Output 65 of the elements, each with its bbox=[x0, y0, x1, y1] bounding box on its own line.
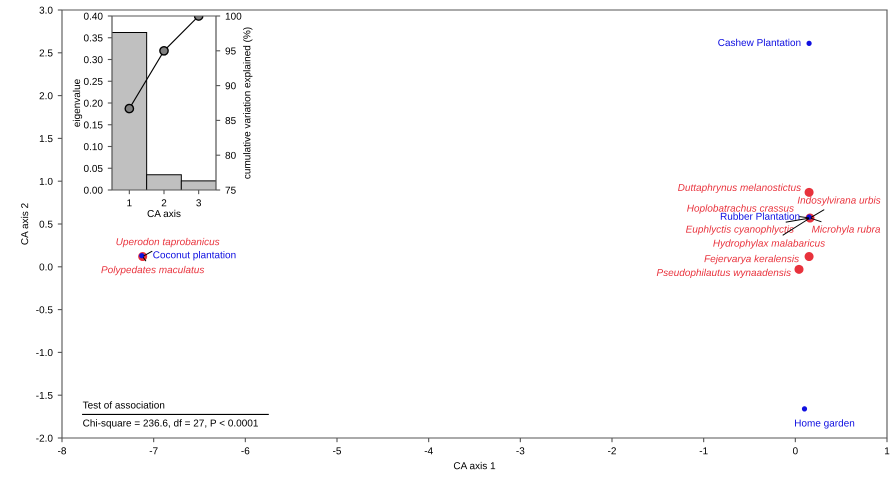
x-tick-label: -8 bbox=[58, 447, 66, 454]
y-tick-label: 0.0 bbox=[39, 263, 53, 271]
y-tick-label: -0.5 bbox=[36, 306, 53, 314]
y-tick-label: 1.0 bbox=[40, 178, 53, 185]
y-tick-label: 3.0 bbox=[39, 6, 53, 14]
annotation: Fejervarya keralensis bbox=[704, 254, 799, 264]
point bbox=[794, 264, 804, 274]
annotation: Uperodon taprobanicus bbox=[116, 238, 220, 248]
point bbox=[159, 46, 169, 56]
y-tick-label: 0.5 bbox=[39, 220, 53, 228]
y-tick-label: 0.40 bbox=[84, 12, 103, 20]
y2-tick-label: 80 bbox=[225, 152, 236, 159]
y-tick-label: 0.15 bbox=[84, 121, 103, 128]
x-tick-label: 3 bbox=[196, 199, 202, 206]
x-axis-title: CA axis bbox=[148, 210, 181, 218]
annotation: Test of association bbox=[82, 401, 164, 409]
y-tick-label: 2.0 bbox=[40, 92, 53, 100]
y-tick-label: -1.5 bbox=[36, 392, 53, 399]
point bbox=[806, 40, 812, 46]
y-axis-title: eigenvalue bbox=[72, 79, 82, 127]
x-axis-title: CA axis 1 bbox=[454, 462, 496, 470]
x-tick-label: -2 bbox=[608, 447, 616, 454]
annotation: Duttaphrynus melanostictus bbox=[678, 184, 801, 193]
annotation: Polypedates maculatus bbox=[101, 266, 204, 276]
x-tick-label: 1 bbox=[884, 447, 890, 454]
point bbox=[804, 252, 814, 262]
point bbox=[802, 406, 808, 412]
y2-tick-label: 85 bbox=[225, 117, 236, 124]
y-tick-label: -2.0 bbox=[36, 434, 53, 442]
y2-tick-label: 90 bbox=[225, 82, 236, 90]
annotation: Microhyla rubra bbox=[812, 225, 880, 235]
y-tick-label: 0.35 bbox=[84, 34, 103, 42]
y-tick-label: 0.10 bbox=[84, 143, 103, 150]
y-tick-label: 2.5 bbox=[40, 49, 53, 57]
point bbox=[124, 104, 134, 114]
y-axis-title: CA axis 2 bbox=[20, 203, 28, 245]
annotation: Pseudophilautus wynaadensis bbox=[656, 268, 791, 278]
annotation: Rubber Plantation bbox=[720, 212, 800, 220]
annotation: Home garden bbox=[795, 419, 854, 429]
x-tick-label: -4 bbox=[424, 447, 433, 454]
y2-tick-label: 100 bbox=[226, 12, 242, 20]
y-tick-label: 0.30 bbox=[84, 56, 103, 64]
x-tick-label: 2 bbox=[162, 199, 166, 206]
annotation: Cashew Plantation bbox=[718, 38, 800, 46]
x-tick-label: -7 bbox=[150, 447, 158, 454]
y-tick-label: 1.5 bbox=[40, 135, 53, 142]
y2-tick-label: 95 bbox=[225, 47, 236, 55]
annotation: Chi-square = 236.6, df = 27, P < 0.0001 bbox=[83, 419, 258, 429]
y-tick-label: 0.00 bbox=[84, 186, 103, 194]
y2-axis-title: cumulative variation explained (%) bbox=[243, 27, 252, 179]
y-tick-label: 0.05 bbox=[84, 164, 103, 172]
annotation: Hydrophylax malabaricus bbox=[713, 239, 825, 249]
y-tick-label: -1.0 bbox=[36, 349, 53, 356]
annotation: Coconut plantation bbox=[153, 251, 236, 260]
x-tick-label: -5 bbox=[333, 447, 342, 454]
x-tick-label: 0 bbox=[792, 447, 798, 454]
x-tick-label: -1 bbox=[700, 447, 708, 454]
y2-tick-label: 75 bbox=[226, 186, 236, 194]
annotation: Hoplobatrachus crassus bbox=[687, 204, 794, 214]
y-tick-label: 0.20 bbox=[84, 100, 103, 107]
x-tick-label: 1 bbox=[127, 199, 132, 206]
x-tick-label: -3 bbox=[516, 447, 524, 454]
x-tick-label: -6 bbox=[241, 447, 250, 454]
annotation: Indosylvirana urbis bbox=[798, 196, 880, 206]
y-tick-label: 0.25 bbox=[84, 78, 103, 85]
